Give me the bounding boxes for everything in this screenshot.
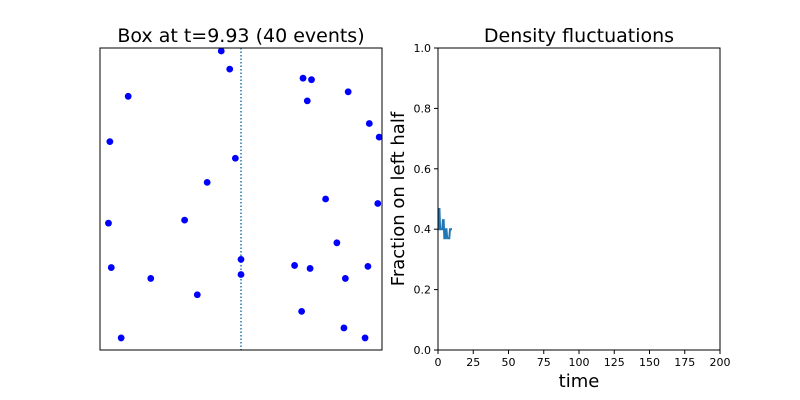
box-title: Box at t=9.93 (40 events) [117,25,364,47]
x-tick-label: 100 [569,356,590,369]
particle-point [117,334,125,342]
particle-point [226,65,234,73]
particle-point [231,154,239,162]
density-plot-area [438,48,720,350]
x-tick-label: 125 [604,356,625,369]
particle-point [181,216,189,224]
particle-point [308,76,315,84]
y-tick-label: 0.0 [414,344,432,357]
y-tick-label: 0.8 [414,102,432,115]
y-tick-label: 0.2 [414,284,432,297]
box-frame [99,47,383,351]
particle-point [106,138,114,146]
box-panel: Box at t=9.93 (40 events) [99,25,383,351]
particle-point [344,88,352,96]
fraction-line [437,208,452,240]
particle-point [217,47,225,55]
x-tick-label: 0 [435,356,442,369]
particle-point [107,264,115,271]
y-axis-ticks: 0.0 0.2 0.4 0.6 0.8 1.0 [414,42,438,357]
particle-point [341,275,349,282]
particle-point [298,307,306,315]
particle-point [322,195,329,203]
y-tick-label: 0.6 [414,163,432,176]
x-tick-label: 25 [466,356,480,369]
particle-point [340,324,348,332]
particle-point [375,133,383,141]
particle-point [237,256,245,263]
particle-point [364,262,372,270]
x-axis-label: time [559,371,600,392]
x-tick-label: 175 [674,356,695,369]
particle-point [306,265,314,272]
particle-point [105,219,112,227]
x-tick-label: 150 [639,356,660,369]
particle-point [193,291,201,299]
density-title: Density fluctuations [484,25,674,47]
x-axis-ticks: 0 25 50 75 100 125 150 175 200 [435,350,731,369]
particle-point [361,334,369,342]
x-tick-label: 75 [537,356,551,369]
density-panel: Density fluctuations 0 25 50 75 100 125 150 175… [388,25,731,392]
x-tick-label: 200 [710,356,731,369]
particle-point [124,92,132,100]
density-frame [437,47,721,351]
particle-point [365,120,373,127]
particle-point [374,200,382,207]
particle-point [147,275,155,282]
y-tick-label: 0.4 [414,223,432,236]
particle-point [203,178,211,186]
y-tick-label: 1.0 [414,42,432,55]
x-tick-label: 50 [502,356,516,369]
particle-point [291,262,298,269]
particle-point [333,239,341,247]
particle-points [105,47,383,342]
particle-point [299,74,307,82]
particle-point [237,271,245,278]
particle-point [303,97,311,105]
y-axis-label: Fraction on left half [388,111,409,286]
